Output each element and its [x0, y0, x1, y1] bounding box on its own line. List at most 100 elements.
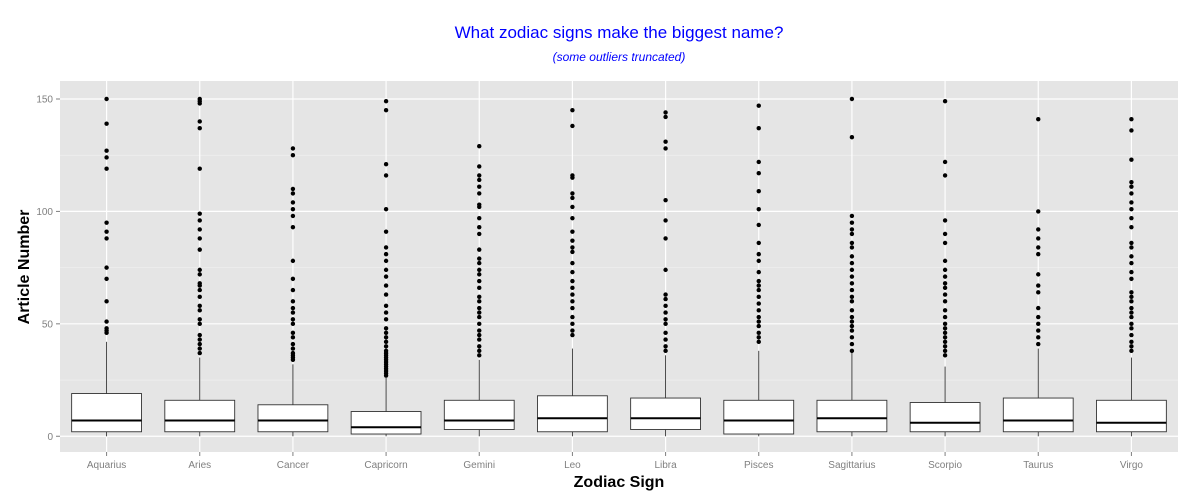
- outlier-point: [849, 323, 855, 329]
- box-taurus: [1002, 117, 1074, 437]
- outlier-point: [1129, 184, 1134, 189]
- box-scorpio: [909, 99, 981, 437]
- y-tick-label: 100: [36, 207, 53, 218]
- outlier-point: [477, 202, 482, 207]
- outlier-point: [290, 335, 296, 340]
- outlier-point: [942, 348, 948, 354]
- outlier-point: [383, 283, 389, 288]
- outlier-point: [1036, 245, 1041, 250]
- box-aquarius: [71, 96, 142, 437]
- outlier-point: [849, 287, 855, 293]
- x-tick-label: Scorpio: [928, 460, 962, 471]
- outlier-point: [663, 114, 668, 120]
- outlier-point: [1129, 179, 1134, 185]
- outlier-point: [477, 294, 482, 300]
- outlier-point: [570, 195, 575, 201]
- outlier-point: [942, 99, 948, 104]
- outlier-point: [197, 294, 202, 300]
- outlier-point: [290, 153, 296, 158]
- outlier-point: [104, 299, 109, 304]
- outlier-point: [849, 254, 855, 259]
- outlier-point: [942, 173, 948, 178]
- outlier-point: [1129, 157, 1134, 162]
- outlier-point: [756, 258, 761, 264]
- outlier-point: [104, 155, 109, 160]
- outlier-point: [383, 99, 389, 104]
- outlier-point: [477, 256, 482, 261]
- outlier-point: [104, 229, 109, 234]
- outlier-point: [104, 326, 109, 331]
- outlier-point: [104, 265, 109, 270]
- outlier-point: [942, 285, 948, 291]
- outlier-point: [383, 173, 389, 178]
- outlier-point: [1129, 200, 1134, 205]
- x-tick-label: Leo: [564, 460, 581, 471]
- outlier-point: [290, 191, 296, 196]
- iqr-box: [443, 399, 515, 430]
- outlier-point: [663, 317, 668, 322]
- outlier-point: [756, 323, 761, 329]
- outlier-point: [477, 215, 482, 221]
- x-tick-label: Pisces: [744, 460, 773, 471]
- outlier-point: [1129, 299, 1134, 304]
- outlier-point: [756, 278, 761, 284]
- box-aries: [164, 96, 236, 437]
- outlier-point: [477, 260, 482, 266]
- x-tick-label: Gemini: [463, 460, 495, 471]
- outlier-point: [1129, 215, 1134, 221]
- outlier-point: [849, 348, 855, 354]
- y-tick-label: 150: [36, 94, 53, 105]
- box-gemini: [443, 144, 515, 437]
- outlier-point: [290, 287, 296, 293]
- outlier-point: [477, 272, 482, 277]
- outlier-point: [849, 227, 855, 232]
- outlier-point: [197, 308, 202, 313]
- outlier-point: [849, 240, 855, 246]
- outlier-point: [1036, 341, 1041, 347]
- outlier-point: [756, 283, 761, 288]
- outlier-point: [663, 310, 668, 315]
- outlier-point: [383, 344, 389, 349]
- outlier-point: [663, 139, 668, 144]
- outlier-point: [849, 96, 855, 102]
- outlier-point: [849, 260, 855, 266]
- outlier-point: [570, 260, 575, 266]
- x-tick-label: Virgo: [1120, 460, 1144, 471]
- outlier-point: [383, 251, 389, 257]
- outlier-point: [1129, 128, 1134, 133]
- outlier-point: [663, 348, 668, 354]
- outlier-point: [197, 281, 202, 286]
- iqr-box: [257, 404, 329, 433]
- x-axis-title: Zodiac Sign: [574, 474, 665, 491]
- box-leo: [537, 108, 608, 437]
- outlier-point: [290, 305, 296, 311]
- outlier-point: [1129, 290, 1134, 295]
- outlier-point: [570, 299, 575, 304]
- outlier-point: [756, 251, 761, 257]
- outlier-point: [1129, 332, 1134, 338]
- outlier-point: [197, 350, 202, 356]
- outlier-point: [477, 144, 482, 149]
- iqr-box: [1002, 397, 1074, 433]
- outlier-point: [942, 344, 948, 349]
- outlier-point: [290, 317, 296, 322]
- outlier-point: [197, 126, 202, 131]
- outlier-point: [849, 328, 855, 333]
- y-tick-label: 50: [42, 319, 54, 330]
- outlier-point: [477, 191, 482, 196]
- outlier-point: [849, 274, 855, 279]
- outlier-point: [1129, 245, 1134, 250]
- outlier-point: [290, 186, 296, 192]
- outlier-point: [477, 337, 482, 342]
- outlier-point: [383, 317, 389, 322]
- outlier-point: [477, 184, 482, 189]
- outlier-point: [197, 166, 202, 171]
- outlier-point: [477, 344, 482, 349]
- iqr-box: [164, 399, 236, 433]
- outlier-point: [663, 218, 668, 223]
- outlier-point: [756, 206, 761, 212]
- outlier-point: [1129, 326, 1134, 331]
- outlier-point: [383, 335, 389, 340]
- outlier-point: [1036, 321, 1041, 327]
- outlier-point: [1129, 339, 1134, 345]
